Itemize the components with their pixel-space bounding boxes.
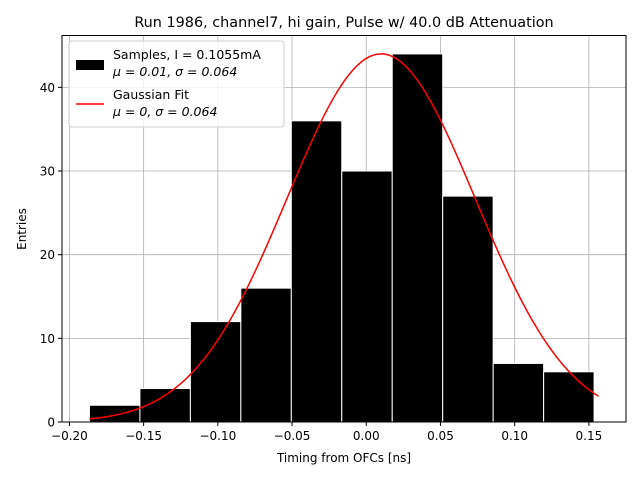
legend-label-samples: Samples, I = 0.1055mA: [113, 47, 261, 62]
histogram-bars: [88, 53, 595, 423]
x-tick-label: −0.15: [125, 429, 162, 443]
legend-swatch-samples: [76, 60, 104, 70]
x-tick-label: −0.05: [274, 429, 311, 443]
legend: Samples, I = 0.1055mA μ = 0.01, σ = 0.06…: [68, 40, 285, 128]
x-tick-label: 0.00: [353, 429, 380, 443]
x-axis-ticks: −0.20 −0.15 −0.10 −0.05 0.00 0.05 0.10 0.15: [51, 422, 602, 443]
x-tick-label: −0.10: [199, 429, 236, 443]
y-tick-label: 0: [47, 416, 55, 430]
histogram-bar: [341, 170, 393, 423]
histogram-bar: [240, 287, 292, 423]
y-tick-label: 20: [40, 248, 55, 262]
x-axis-label: Timing from OFCs [ns]: [276, 451, 411, 465]
x-tick-label: 0.10: [501, 429, 528, 443]
legend-label-fit-stats: μ = 0, σ = 0.064: [112, 104, 217, 119]
y-tick-label: 30: [40, 165, 55, 179]
histogram-bar: [189, 321, 242, 423]
legend-label-fit: Gaussian Fit: [113, 87, 189, 102]
histogram-bar: [442, 195, 494, 423]
gaussian-fit-line: [89, 53, 599, 420]
x-tick-label: 0.05: [427, 429, 454, 443]
chart-title: Run 1986, channel7, hi gain, Pulse w/ 40…: [134, 15, 553, 31]
y-tick-label: 40: [40, 81, 55, 95]
histogram-bar: [290, 120, 343, 423]
y-axis-label: Entries: [15, 208, 29, 250]
plot-frame: [61, 35, 627, 423]
y-tick-label: 10: [40, 332, 55, 346]
histogram-bar: [88, 404, 141, 423]
y-axis-ticks: 0 10 20 30 40: [40, 81, 62, 430]
legend-label-samples-stats: μ = 0.01, σ = 0.064: [112, 64, 237, 79]
x-tick-label: 0.15: [576, 429, 603, 443]
histogram-bar: [391, 53, 444, 423]
legend-frame: [68, 40, 285, 128]
histogram-bar: [492, 362, 545, 423]
histogram-bar: [543, 371, 595, 423]
x-tick-label: −0.20: [51, 429, 88, 443]
